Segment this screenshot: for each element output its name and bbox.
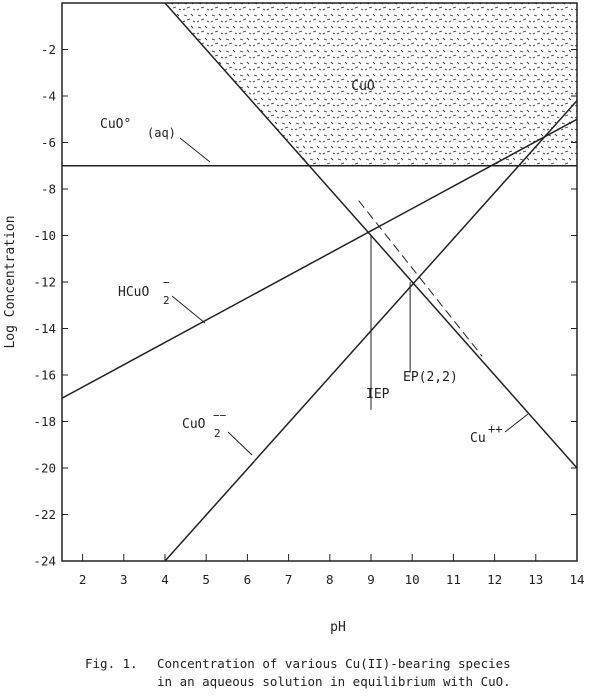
cuo-aq-label-sub: (aq) xyxy=(147,126,176,140)
y-tick-label: -8 xyxy=(41,182,56,197)
marker-lines xyxy=(370,235,411,410)
cuo2-label-main: CuO xyxy=(182,417,206,432)
plot-frame xyxy=(61,2,578,562)
y-tick-label: -20 xyxy=(33,461,56,476)
hcuo2-label: HCuO 2 − xyxy=(118,276,170,307)
cuo-aq-label: CuO° (aq) xyxy=(100,117,176,140)
cu-label-sup: ++ xyxy=(488,422,502,436)
caption-line-2: in an aqueous solution in equilibrium wi… xyxy=(157,674,511,689)
y-tick-label: -12 xyxy=(33,275,56,290)
x-tick-label: 12 xyxy=(487,572,502,587)
ep-label: EP(2,2) xyxy=(403,370,458,385)
cuo-solid-region xyxy=(165,3,577,166)
hcuo2-leader xyxy=(171,295,206,324)
hcuo2-label-sub: 2 xyxy=(163,294,170,307)
x-tick-label: 3 xyxy=(120,572,128,587)
cuo-aq-leader xyxy=(179,137,211,163)
x-tick-label: 2 xyxy=(79,572,87,587)
cuo-region-label: CuO xyxy=(351,79,375,94)
caption-line-1: Concentration of various Cu(II)-bearing … xyxy=(157,656,511,671)
x-tick-label: 14 xyxy=(569,572,584,587)
y-tick-label: -14 xyxy=(33,321,56,336)
cu-label-main: Cu xyxy=(470,431,486,446)
cuo2-label-sub: 2 xyxy=(214,427,221,440)
x-tick-label: 5 xyxy=(202,572,210,587)
y-tick-label: -10 xyxy=(33,228,56,243)
x-tick-label: 11 xyxy=(446,572,461,587)
x-axis-label: pH xyxy=(330,620,346,635)
chart: 2 3 4 5 6 7 8 9 10 11 12 13 14 -2 -4 -6 -8 -10 -12 -14 -16 -1… xyxy=(3,2,585,635)
x-tick-label: 8 xyxy=(326,572,334,587)
cu-label: Cu ++ xyxy=(470,422,502,446)
y-tick-label: -18 xyxy=(33,414,56,429)
hcuo2-label-main: HCuO xyxy=(118,285,149,300)
cuo2-leader xyxy=(227,431,253,456)
y-tick-label: -4 xyxy=(41,89,56,104)
cuo2-label-sup: −− xyxy=(213,409,227,422)
x-tick-label: 6 xyxy=(244,572,252,587)
iep-label: IEP xyxy=(366,387,390,402)
cuo2-label: CuO 2 −− xyxy=(182,409,227,440)
y-tick-label: -16 xyxy=(33,368,56,383)
caption-number: Fig. 1. xyxy=(85,656,138,671)
dashed-line xyxy=(358,200,483,357)
x-tick-label: 10 xyxy=(405,572,420,587)
x-tick-label: 4 xyxy=(161,572,169,587)
cuo-region-fill xyxy=(165,3,577,166)
cuo-aq-label-main: CuO° xyxy=(100,117,131,132)
y-tick-label: -24 xyxy=(33,554,56,569)
x-tick-label: 13 xyxy=(528,572,543,587)
x-tick-label: 7 xyxy=(285,572,293,587)
figure-caption: Fig. 1. Concentration of various Cu(II)-b… xyxy=(85,655,597,691)
x-tick-label: 9 xyxy=(367,572,375,587)
y-tick-label: -2 xyxy=(41,42,56,57)
y-tick-label: -6 xyxy=(41,135,56,150)
hcuo2-label-sup: − xyxy=(163,276,170,289)
cu-leader xyxy=(504,413,529,433)
y-axis-label: Log Concentration xyxy=(3,215,18,348)
y-tick-label: -22 xyxy=(33,507,56,522)
